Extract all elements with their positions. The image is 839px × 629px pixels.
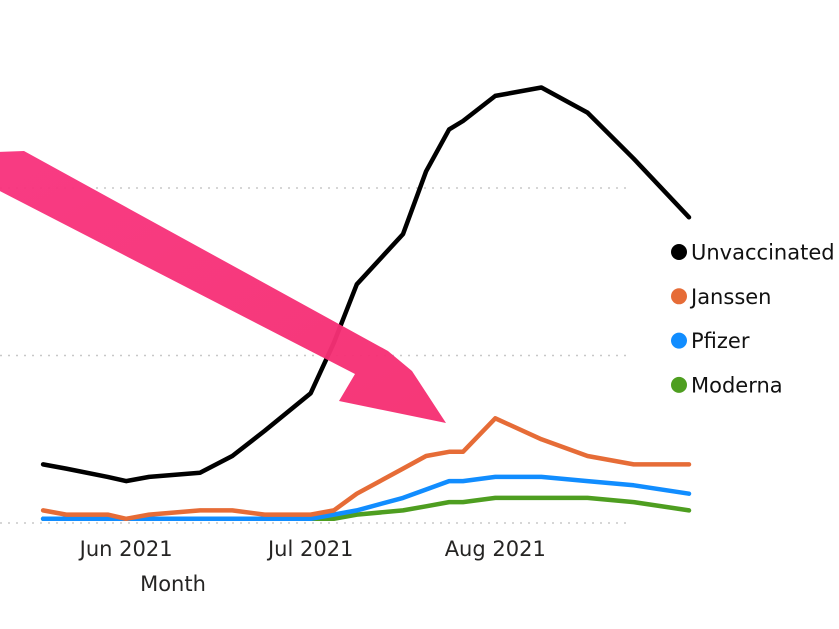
- x-tick-label: Aug 2021: [445, 537, 546, 561]
- legend-item-janssen[interactable]: Janssen: [671, 285, 771, 309]
- gridlines: [0, 187, 628, 524]
- legend-label: Janssen: [689, 285, 771, 309]
- series-line-janssen: [40, 416, 692, 522]
- legend-label: Unvaccinated: [691, 241, 835, 265]
- legend-marker: [671, 332, 687, 349]
- legend-label: Pfizer: [691, 329, 750, 353]
- x-axis-title: Month: [140, 572, 206, 596]
- legend-marker: [671, 288, 687, 305]
- legend-item-unvaccinated[interactable]: Unvaccinated: [671, 241, 835, 265]
- series-lines: [40, 85, 692, 522]
- series-line-unvaccinated: [40, 85, 692, 484]
- x-axis-ticks: Jun 2021 Jul 2021 Aug 2021: [78, 537, 546, 561]
- legend-label: Moderna: [691, 373, 783, 397]
- legend-item-moderna[interactable]: Moderna: [671, 373, 783, 397]
- legend-marker: [671, 244, 687, 260]
- legend-marker: [671, 376, 687, 393]
- legend: Unvaccinated Janssen Pfizer Moderna: [671, 241, 835, 397]
- annotation-arrow: [0, 151, 446, 423]
- x-tick-label: Jul 2021: [266, 537, 353, 561]
- legend-item-pfizer[interactable]: Pfizer: [671, 329, 750, 353]
- x-tick-label: Jun 2021: [78, 537, 173, 561]
